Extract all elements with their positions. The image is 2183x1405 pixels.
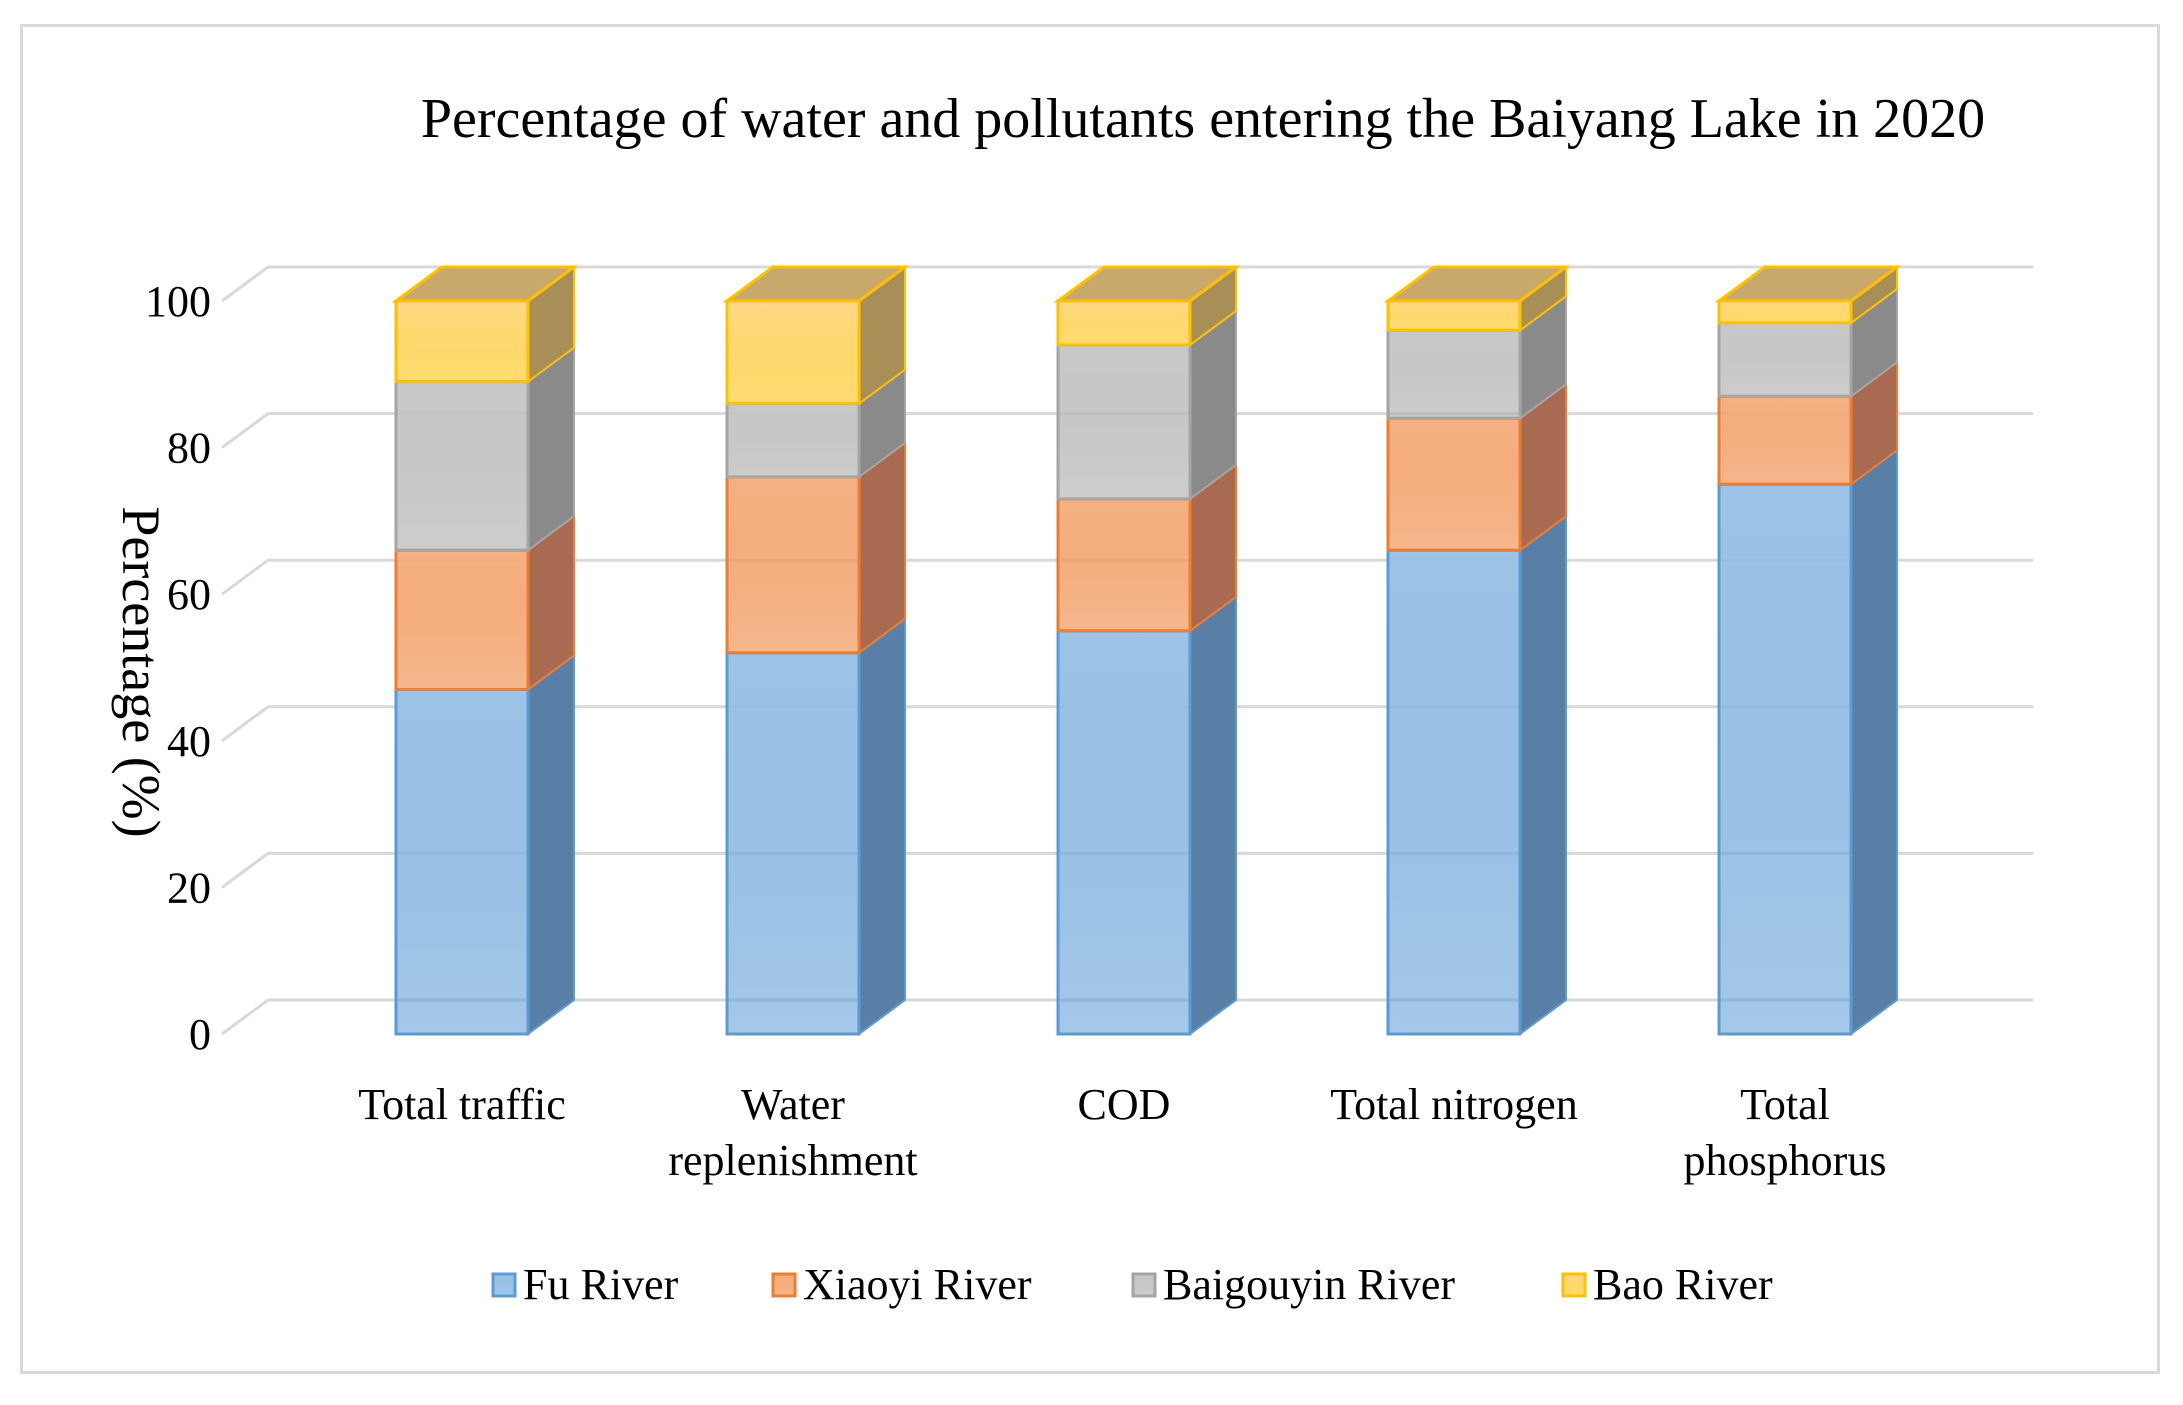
x-tick-label: COD <box>1078 1080 1171 1129</box>
bar-segment <box>725 616 906 1036</box>
legend-item: Fu River <box>491 1260 679 1309</box>
bar-top <box>1383 265 1571 303</box>
bar-top <box>1053 265 1241 303</box>
bar-side <box>1189 594 1237 1036</box>
legend-swatch <box>491 1272 517 1298</box>
gridline-depth <box>221 998 269 1036</box>
bar-segment <box>1053 265 1241 347</box>
bar <box>1386 299 1522 332</box>
bar-segment <box>1056 594 1237 1036</box>
legend-item: Baigouyin River <box>1131 1260 1455 1309</box>
bar-side <box>527 345 575 553</box>
bar-segment <box>1383 265 1571 333</box>
bar <box>725 475 861 655</box>
bar-segment <box>1386 514 1567 1036</box>
bar-top <box>722 265 910 303</box>
y-tick-label: 0 <box>189 1010 211 1059</box>
y-tick-label: 20 <box>167 863 211 912</box>
bar <box>1717 394 1853 486</box>
bar <box>1056 629 1192 1036</box>
chart-canvas: 0 20 40 60 80 100 Total traffic Water replenish… <box>111 88 2033 1309</box>
bar <box>725 651 861 1036</box>
legend-label: Baigouyin River <box>1163 1260 1455 1309</box>
bar <box>1386 548 1522 1036</box>
bar-stack <box>1383 265 1571 1036</box>
gridline-depth <box>221 852 269 889</box>
bar <box>725 402 861 479</box>
bar <box>394 299 530 384</box>
bar <box>1056 497 1192 633</box>
y-tick-label: 80 <box>167 424 211 473</box>
bar <box>1056 299 1192 347</box>
legend-label: Fu River <box>523 1260 679 1309</box>
bar <box>1717 482 1853 1036</box>
legend-item: Xiaoyi River <box>771 1260 1032 1309</box>
bar-segment <box>1714 265 1902 325</box>
y-tick-label: 60 <box>167 570 211 619</box>
bar-stack <box>1053 265 1241 1036</box>
bar-top <box>391 265 579 303</box>
legend: Fu River Xiaoyi River Baigouyin River Bao R… <box>491 1260 1773 1309</box>
bar-stack <box>722 265 910 1036</box>
bars <box>391 265 1902 1036</box>
bar <box>725 299 861 406</box>
legend-item: Bao River <box>1561 1260 1773 1309</box>
y-tick-label: 100 <box>145 277 211 326</box>
bar <box>1056 343 1192 501</box>
y-axis-title: Percentage (%) <box>111 506 171 837</box>
gridline-depth <box>221 705 269 743</box>
bar-top <box>1714 265 1902 303</box>
bar-stack <box>391 265 579 1036</box>
bar-side <box>858 440 906 655</box>
bar <box>394 380 530 552</box>
x-tick-label: Total traffic <box>358 1080 565 1129</box>
bar-segment <box>394 653 575 1036</box>
legend-label: Xiaoyi River <box>803 1260 1032 1309</box>
bar-segment <box>1717 287 1898 399</box>
bar <box>394 548 530 691</box>
bar-segment <box>1056 462 1237 633</box>
legend-label: Bao River <box>1593 1260 1773 1309</box>
bar <box>394 687 530 1036</box>
bar <box>1386 328 1522 420</box>
bar-side <box>1850 448 1898 1036</box>
chart-frame: 0 20 40 60 80 100 Total traffic Water replenish… <box>20 24 2160 1374</box>
bar-side <box>1519 514 1567 1036</box>
bar-stack <box>1714 265 1902 1036</box>
legend-swatch <box>1131 1272 1157 1298</box>
chart-title: Percentage of water and pollutants enter… <box>421 88 1985 150</box>
bar <box>1717 299 1853 325</box>
x-tick-label: Total phosphorus <box>1684 1080 1887 1185</box>
bar-side <box>527 653 575 1036</box>
bar-segment <box>1717 448 1898 1036</box>
bar-segment <box>391 265 579 384</box>
legend-swatch <box>1561 1272 1587 1298</box>
bar-segment <box>1386 294 1567 421</box>
gridline-depth <box>221 558 269 596</box>
bar-segment <box>1056 308 1237 501</box>
bar <box>1386 416 1522 552</box>
x-axis-categories: Total traffic Water replenishment COD Total … <box>358 1080 1886 1185</box>
y-tick-label: 40 <box>167 717 211 766</box>
x-tick-label: Water replenishment <box>668 1080 917 1185</box>
y-axis-ticks: 0 20 40 60 80 100 <box>145 277 211 1059</box>
legend-swatch <box>771 1272 797 1298</box>
gridline-depth <box>221 265 269 303</box>
bar-side <box>858 616 906 1036</box>
bar-segment <box>1386 382 1567 553</box>
x-tick-label: Total nitrogen <box>1330 1080 1577 1129</box>
bar <box>1717 321 1853 398</box>
gridline-depth <box>221 412 269 449</box>
bar-segment <box>394 345 575 553</box>
bar-segment <box>722 265 910 406</box>
